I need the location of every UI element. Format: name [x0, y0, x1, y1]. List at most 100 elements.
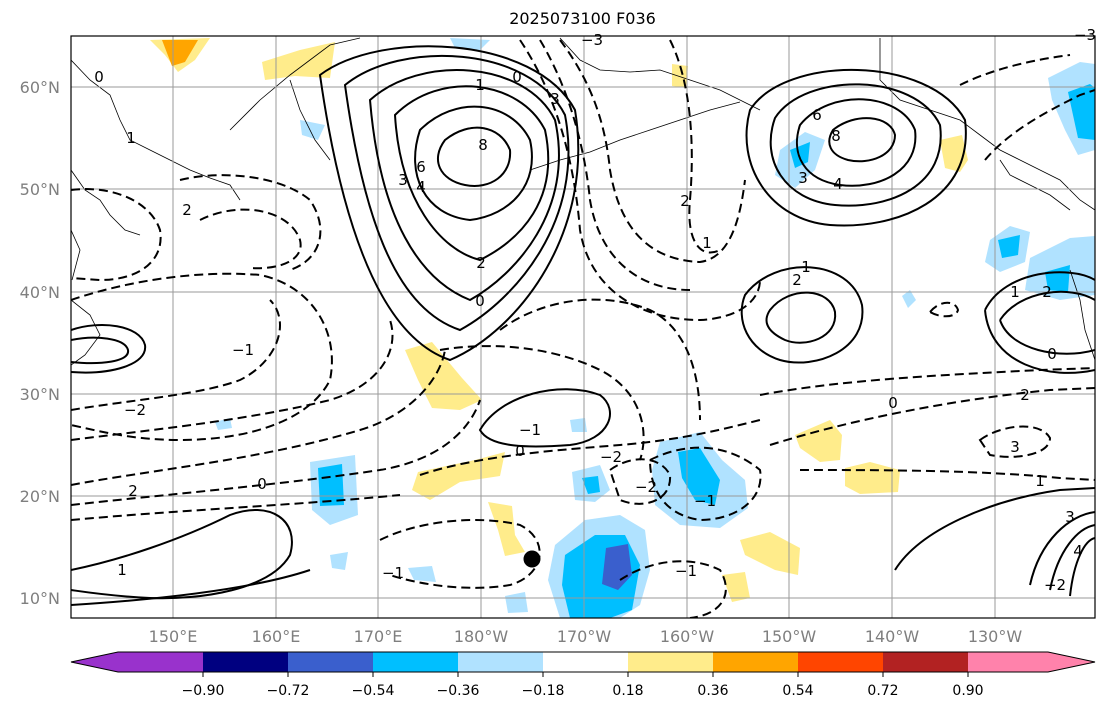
lon-tick-label: 160°E [252, 627, 301, 646]
contour-line [71, 509, 293, 600]
contour-label: 3 [550, 90, 560, 108]
contour-line [765, 291, 837, 344]
contour-line [740, 266, 864, 364]
coastline [71, 299, 101, 366]
negative-anomaly-patch [998, 235, 1020, 258]
coastline [999, 159, 1071, 211]
negative-anomaly-patch [902, 290, 916, 308]
positive-anomaly-patch [488, 502, 525, 556]
contour-label: 3 [1010, 438, 1020, 456]
colorbar-segment [118, 652, 203, 672]
lon-tick-label: 130°W [968, 627, 1023, 646]
colorbar-segment [713, 652, 798, 672]
contour-label: 2 [1020, 386, 1030, 404]
coastline [229, 37, 361, 131]
negative-anomaly-patch [570, 418, 587, 432]
coastline [559, 37, 761, 111]
positive-anomaly-patch [412, 452, 505, 500]
coastline [71, 169, 141, 236]
contour-label: 8 [478, 136, 488, 154]
contour-line [759, 367, 1095, 396]
contour-line [539, 39, 691, 291]
contour-label: 0 [515, 442, 525, 460]
colorbar-extend-left [71, 652, 118, 672]
negative-anomaly-patch [215, 418, 232, 430]
contour-line [519, 39, 761, 322]
lon-tick-label: 150°E [149, 627, 198, 646]
graticule [71, 36, 1095, 618]
colorbar-segment [458, 652, 543, 672]
lat-tick-label: 20°N [20, 487, 60, 506]
negative-anomaly-patch [408, 566, 436, 582]
contour-label: 0 [888, 394, 898, 412]
contour-label: 0 [1047, 345, 1057, 363]
colorbar-label: 0.90 [952, 683, 983, 699]
contour-line [894, 487, 1095, 571]
positive-anomaly-patch [795, 420, 842, 462]
negative-anomaly-patch [1068, 84, 1095, 140]
contour-line [828, 117, 897, 163]
contour-line [608, 458, 672, 505]
contour-label: 3 [1065, 508, 1075, 526]
negative-anomaly-patch [330, 552, 348, 570]
contour-label: −1 [675, 562, 697, 580]
contour-label: −1 [694, 492, 716, 510]
contour-line [368, 69, 560, 302]
solid-contour-layer [71, 45, 1095, 606]
coastline [529, 101, 741, 171]
coastline [71, 229, 81, 281]
lat-tick-label: 10°N [20, 589, 60, 608]
contour-label: 1 [1035, 472, 1045, 490]
contour-line [999, 290, 1095, 355]
positive-anomaly-patch [740, 532, 800, 575]
coastline [289, 79, 331, 161]
contour-line [318, 45, 580, 362]
contour-label: 2 [128, 482, 138, 500]
contour-line [393, 85, 550, 262]
positive-anomaly-patch [722, 572, 750, 602]
contour-label: −1 [382, 564, 404, 582]
negative-anomaly-patch [300, 120, 325, 140]
colorbar-outline [70, 651, 1096, 673]
contour-line [799, 469, 1095, 481]
contour-line [499, 298, 701, 421]
contour-label: 0 [475, 292, 485, 310]
coastline [71, 59, 241, 201]
contour-line [71, 319, 394, 441]
contour-line [71, 336, 129, 365]
contour-label: 2 [1042, 283, 1052, 301]
contour-label: −2 [124, 401, 146, 419]
colorbar-label: 0.36 [697, 683, 728, 699]
negative-anomaly-patch [790, 142, 810, 168]
contour-line [984, 271, 1095, 374]
lon-tick-label: 150°W [762, 627, 817, 646]
lon-tick-label: 160°W [660, 627, 715, 646]
colorbar-label: 0.18 [612, 683, 643, 699]
map-frame [70, 35, 1096, 619]
contour-label: 0 [512, 68, 522, 86]
contour-line [71, 569, 311, 606]
coastline [879, 38, 1095, 211]
colorbar-segment [543, 652, 628, 672]
lat-tick-label: 40°N [20, 283, 60, 302]
lat-tick-label: 50°N [20, 180, 60, 199]
negative-anomaly-patch [582, 476, 600, 494]
coastline [1069, 269, 1095, 361]
contour-line [419, 419, 761, 476]
colorbar-label: −0.72 [267, 683, 310, 699]
colorbar-label: −0.18 [522, 683, 565, 699]
colorbar-label: −0.36 [437, 683, 480, 699]
map-panel [71, 36, 1095, 618]
contour-label: −3 [1074, 26, 1096, 44]
coastline-layer [71, 37, 1095, 366]
contour-line [1069, 537, 1095, 597]
negative-anomaly-patch [602, 544, 632, 590]
lon-tick-label: 180°W [454, 627, 509, 646]
colorbar-segment [968, 652, 1048, 672]
contour-label: −1 [519, 421, 541, 439]
contour-label: 1 [117, 561, 127, 579]
lon-tick-label: 170°W [557, 627, 612, 646]
contour-line [619, 560, 727, 618]
colorbar-extend-right [1048, 652, 1095, 672]
contour-label: −1 [232, 341, 254, 359]
